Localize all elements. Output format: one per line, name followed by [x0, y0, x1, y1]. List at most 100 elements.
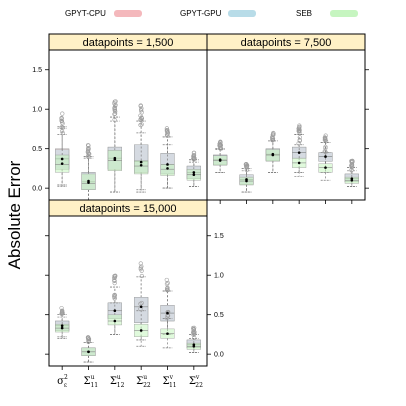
outlier-point — [270, 135, 275, 140]
outlier-point — [112, 296, 117, 301]
outlier-point — [349, 167, 354, 172]
mean-point — [192, 173, 196, 177]
mean-point — [166, 163, 169, 166]
panel-frame — [206, 49, 366, 201]
panel-plot-area — [55, 99, 201, 201]
y-axis-left-bottom — [45, 235, 49, 355]
y-tick-label: 0.5 — [32, 146, 42, 153]
legend-label: GPYT-GPU — [180, 9, 222, 18]
mean-point — [166, 311, 169, 315]
outlier-point — [323, 137, 328, 143]
outlier-point — [138, 103, 143, 109]
legend-label: SEB — [296, 9, 312, 18]
legend-swatch — [228, 10, 256, 17]
mean-point — [166, 167, 169, 170]
outlier-point — [138, 301, 143, 306]
mean-point — [60, 324, 64, 328]
outlier-point — [191, 153, 196, 158]
y-axis-right-bottom: 0.0 0.5 1.0 1.5 — [207, 233, 224, 359]
mean-point — [60, 157, 64, 161]
outlier-point — [112, 117, 117, 122]
outlier-point — [139, 108, 144, 113]
outlier-point — [165, 131, 170, 136]
mean-point — [245, 179, 248, 183]
x-tick-label: Σu 12 — [110, 374, 125, 389]
mean-point — [350, 178, 354, 182]
mean-point — [113, 309, 117, 313]
outlier-point — [86, 154, 91, 160]
mean-point — [192, 171, 196, 174]
box-seb — [160, 164, 175, 176]
outlier-point — [349, 160, 355, 165]
outlier-point — [59, 129, 65, 134]
outlier-point — [60, 111, 65, 116]
mean-point — [139, 160, 143, 164]
mean-point — [87, 181, 90, 184]
y-tick-label: 0.0 — [32, 186, 42, 193]
outlier-point — [112, 107, 118, 112]
outlier-point — [138, 117, 143, 123]
outlier-point — [297, 127, 302, 132]
legend-swatch — [114, 10, 142, 17]
mean-point — [113, 158, 117, 162]
outlier-point — [139, 106, 144, 111]
mean-point — [60, 326, 64, 330]
x-axis-top-right — [219, 200, 353, 204]
outlier-point — [297, 135, 302, 140]
y-tick-label: 0.5 — [214, 312, 224, 319]
outlier-point — [60, 130, 65, 136]
outlier-point — [60, 121, 65, 126]
outlier-point — [323, 150, 328, 155]
x-axis-bottom: σ2 ε Σu 11 Σu 12 Σu 22 Σv 11 Σv 22 — [57, 366, 203, 389]
outlier-point — [139, 115, 144, 120]
y-tick-label: 1.0 — [214, 273, 224, 280]
outlier-point — [138, 122, 143, 128]
panel-title: datapoints = 1,500 — [83, 37, 174, 49]
mean-point — [324, 166, 327, 169]
mean-point — [87, 350, 90, 354]
mean-point — [324, 155, 327, 158]
outlier-point — [112, 278, 117, 284]
y-tick-label: 1.5 — [32, 67, 42, 74]
outlier-point — [113, 99, 118, 104]
y-axis-left-top: 0.0 0.5 1.0 1.5 — [32, 67, 49, 193]
outlier-point — [165, 133, 170, 138]
outlier-point — [270, 136, 275, 141]
y-tick-label: 1.5 — [214, 233, 224, 240]
outlier-point — [191, 330, 196, 335]
mean-point — [139, 329, 143, 332]
outlier-point — [165, 285, 170, 290]
outlier-point — [270, 132, 276, 137]
outlier-point — [86, 337, 91, 342]
panel-title: datapoints = 7,500 — [241, 37, 332, 49]
outlier-point — [139, 268, 144, 273]
mean-point — [113, 319, 117, 323]
outlier-point — [112, 278, 117, 283]
panel-15000: datapoints = 15,000 — [48, 199, 208, 367]
legend-swatch — [330, 10, 358, 17]
x-tick-label: Σu 22 — [136, 374, 151, 389]
outlier-point — [85, 150, 90, 155]
outlier-point — [244, 165, 249, 170]
outlier-point — [59, 116, 64, 121]
panel-plot-area — [55, 261, 201, 363]
outlier-point — [165, 287, 170, 293]
mean-point — [271, 153, 275, 157]
outlier-point — [192, 335, 197, 340]
panel-plot-area — [213, 123, 359, 193]
y-axis-right-top — [365, 69, 369, 189]
outlier-point — [217, 143, 222, 148]
outlier-point — [112, 294, 117, 300]
box-seb — [134, 160, 149, 175]
y-tick-label: 1.0 — [32, 107, 42, 114]
y-tick-label: 0.0 — [214, 352, 224, 359]
outlier-point — [164, 126, 169, 131]
legend: GPYT-CPU GPYT-GPU SEB — [65, 9, 358, 18]
x-tick-label: σ2 ε — [57, 374, 68, 389]
outlier-point — [86, 335, 91, 340]
mean-point — [297, 161, 301, 165]
outlier-point — [113, 274, 118, 279]
mean-point — [166, 332, 169, 335]
outlier-point — [323, 144, 328, 149]
